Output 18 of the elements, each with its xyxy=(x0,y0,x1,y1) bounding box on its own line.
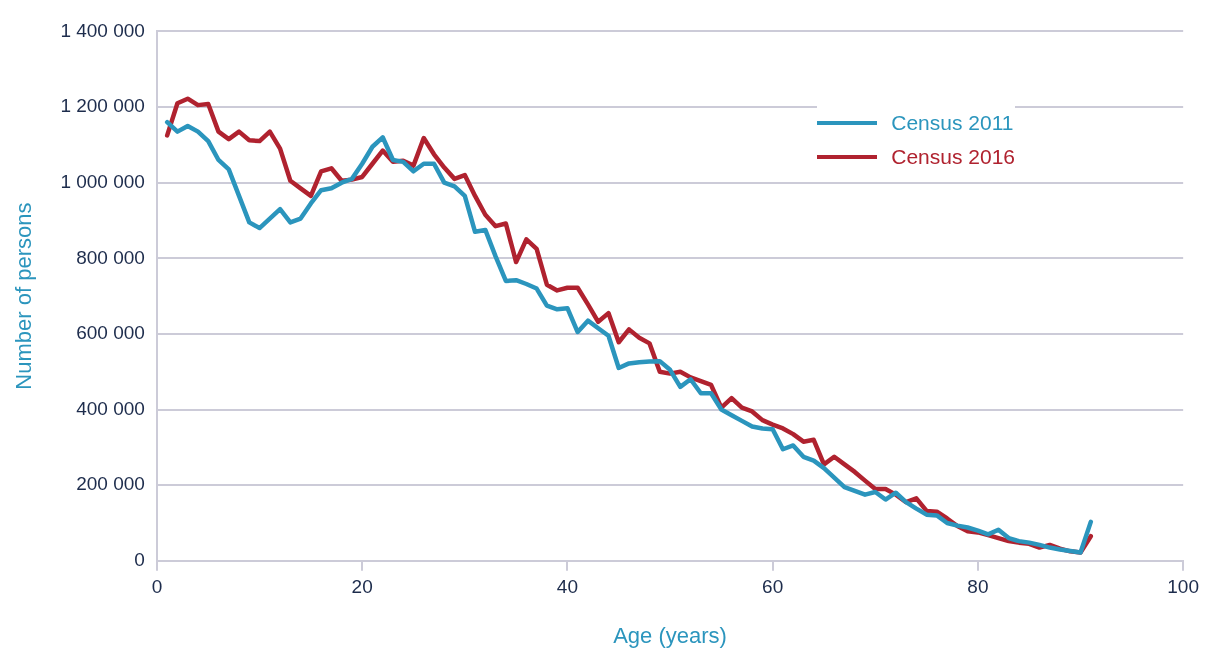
legend-label: Census 2011 xyxy=(891,111,1014,135)
x-tick-label: 100 xyxy=(1167,576,1199,598)
x-tick-label: 60 xyxy=(762,576,784,598)
y-tick-label: 600 000 xyxy=(76,322,145,344)
legend-label: Census 2016 xyxy=(891,145,1015,169)
y-tick-label: 800 000 xyxy=(76,246,145,268)
y-tick-label: 0 xyxy=(134,549,145,571)
x-axis-title: Age (years) xyxy=(613,622,727,648)
x-tick-label: 80 xyxy=(967,576,989,598)
x-tick-label: 40 xyxy=(556,576,578,598)
x-tick-label: 20 xyxy=(351,576,373,598)
y-axis-title: Number of persons xyxy=(11,202,37,390)
y-tick-label: 1 200 000 xyxy=(60,95,145,117)
y-tick-label: 200 000 xyxy=(76,473,145,495)
y-tick-label: 1 400 000 xyxy=(60,19,145,41)
y-tick-label: 1 000 000 xyxy=(60,170,145,192)
y-tick-label: 400 000 xyxy=(76,397,145,419)
x-tick-label: 0 xyxy=(151,576,163,598)
